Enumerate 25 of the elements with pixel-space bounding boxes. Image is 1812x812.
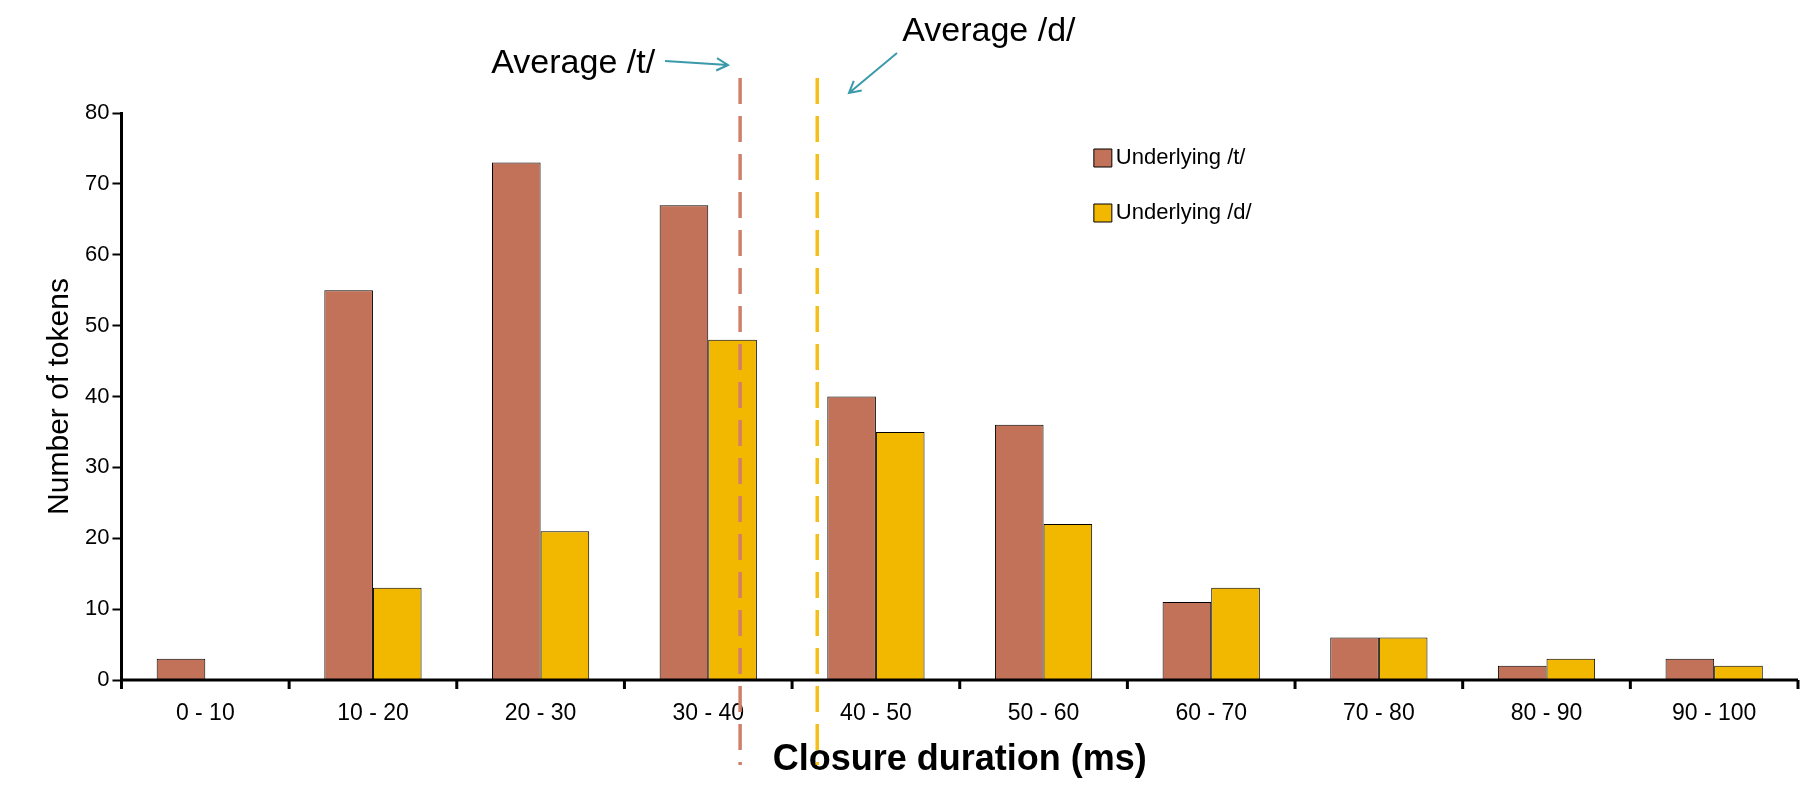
legend-label: Underlying /d/ [1115, 199, 1253, 225]
y-tick-label: 80 [84, 99, 110, 125]
y-tick-label: 60 [84, 240, 110, 266]
ref-line-label: Average /t/ [491, 42, 656, 80]
x-tick-label: 80 - 90 [1510, 698, 1583, 725]
y-tick-label: 50 [84, 311, 110, 337]
y-tick-label: 30 [84, 453, 110, 479]
y-tick-label: 10 [84, 595, 110, 621]
y-axis-title: Number of tokens [41, 278, 75, 515]
x-tick-label: 60 - 70 [1175, 698, 1248, 725]
y-tick-label: 20 [84, 524, 110, 550]
x-tick-label: 70 - 80 [1343, 698, 1415, 725]
x-tick-label: 90 - 100 [1671, 698, 1757, 725]
y-tick-label: 40 [84, 382, 110, 408]
x-tick-label: 0 - 10 [175, 698, 235, 725]
ref-line-label: Average /d/ [902, 10, 1077, 48]
x-tick-label: 10 - 20 [337, 698, 409, 725]
x-tick-label: 20 - 30 [504, 698, 577, 725]
y-tick-label: 0 [97, 666, 110, 692]
x-tick-label: 30 - 40 [672, 698, 745, 725]
y-tick-label: 70 [84, 169, 110, 195]
x-axis-title: Closure duration (ms) [772, 736, 1147, 778]
legend-label: Underlying /t/ [1115, 144, 1247, 170]
x-tick-label: 40 - 50 [840, 698, 912, 725]
x-tick-label: 50 - 60 [1007, 698, 1080, 725]
